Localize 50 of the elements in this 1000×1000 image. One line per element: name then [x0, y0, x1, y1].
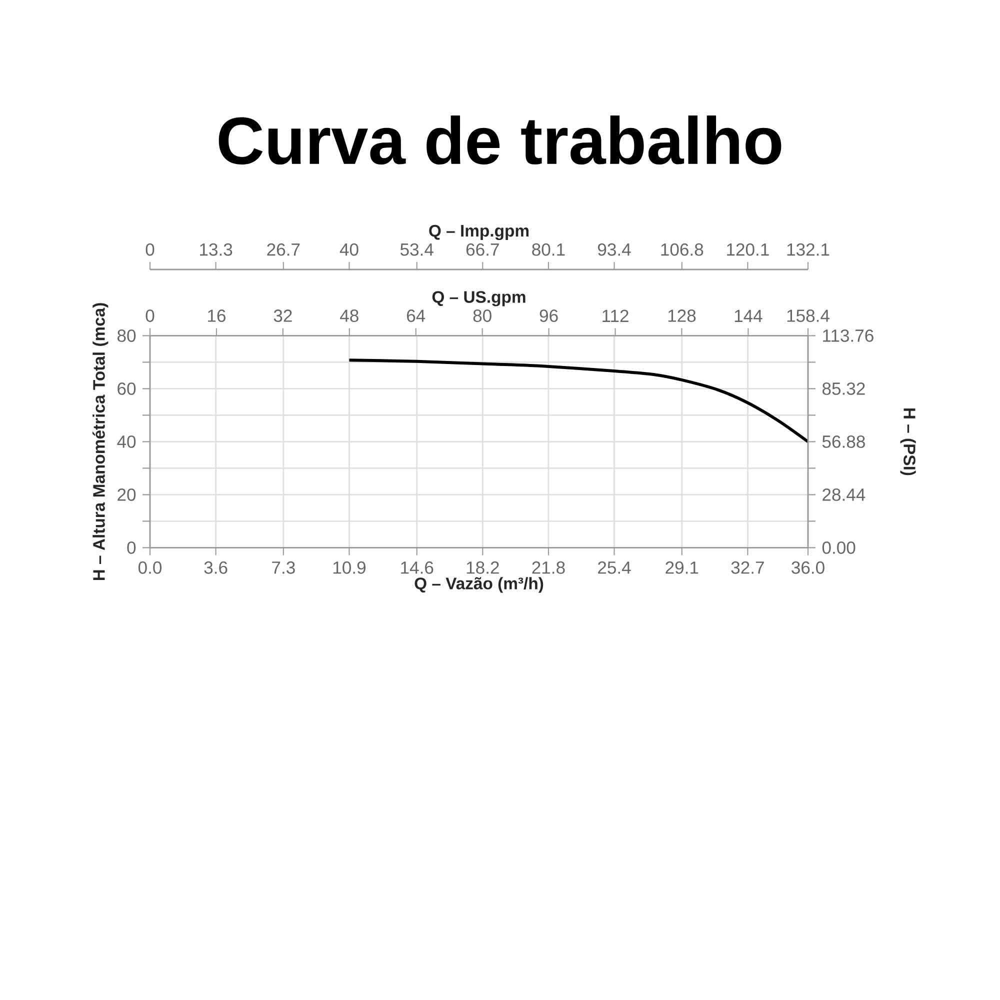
x2-tick-label: 32	[274, 310, 292, 322]
text: 106.8	[661, 243, 704, 256]
x-tick-label: 0.0	[138, 561, 162, 574]
x2-tick-label: 16	[208, 310, 226, 322]
x2-tick-label: 128	[668, 310, 696, 322]
x2-tick-label: 158.4	[787, 310, 830, 322]
x2-tick-label: 144	[734, 310, 762, 322]
line-series	[348, 358, 808, 444]
y2-tick-label: 28.44	[822, 488, 866, 501]
x-tick-label: 14.6	[401, 561, 434, 574]
x-tick-label: 25.4	[598, 561, 631, 574]
x2-tick-label: 64	[406, 310, 426, 322]
x2-tick-label: 0	[146, 310, 154, 322]
x2-tick-label: 48	[340, 310, 358, 322]
y2-tick-label: 113.76	[823, 329, 874, 342]
x-tick-label: 10.9	[333, 561, 366, 574]
x-axis-title: Q – Vazão (m³/h)	[414, 577, 544, 593]
y-tick-label: 80	[118, 329, 136, 342]
text: 66.7	[466, 243, 499, 256]
y-axis-title: H – Altura Manométrica Total (mca)	[92, 303, 108, 580]
text: 40	[340, 243, 358, 256]
text: 0	[146, 243, 154, 256]
text: 53.4	[400, 243, 434, 256]
x2-tick-label: 112	[602, 310, 628, 322]
y-tick-label: 0	[127, 541, 136, 554]
x2-tick-label: 96	[540, 310, 558, 322]
y-tick-label: 60	[118, 382, 136, 395]
y2-tick-label: 56.88	[822, 435, 865, 448]
text: 132.1	[787, 243, 830, 256]
x-tick-label: 3.6	[204, 561, 228, 574]
text: 13.3	[200, 243, 232, 256]
text: 80.1	[532, 243, 565, 256]
text: 26.7	[267, 243, 300, 256]
x2-tick-label: 80	[473, 310, 492, 322]
y-tick-label: 40	[117, 435, 136, 448]
text: 93.4	[598, 243, 631, 256]
x-tick-label: 29.1	[666, 561, 698, 574]
text: Q – Imp.gpm	[429, 224, 529, 240]
x-tick-label: 32.7	[731, 561, 764, 574]
x-tick-label: 21.8	[532, 561, 565, 574]
text: 120.1	[727, 243, 769, 256]
y-tick-label: 20	[118, 488, 136, 501]
x-tick-label: 7.3	[272, 561, 295, 574]
y2-tick-label: 0.00	[822, 541, 856, 554]
x-tick-label: 18.2	[466, 561, 499, 574]
y2-axis-title: H – (PSI)	[900, 408, 916, 476]
y2-tick-label: 85.32	[822, 382, 865, 395]
chart-title: Curva de trabalho	[218, 115, 782, 165]
x-tick-label: 36.0	[792, 561, 824, 574]
x2-axis-title: Q – US.gpm	[432, 291, 526, 306]
